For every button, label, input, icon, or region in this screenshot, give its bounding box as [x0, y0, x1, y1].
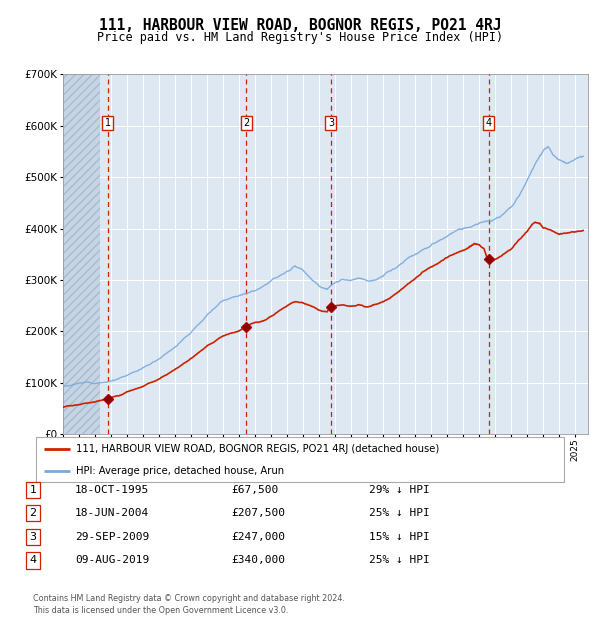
- Text: £340,000: £340,000: [231, 556, 285, 565]
- Text: 111, HARBOUR VIEW ROAD, BOGNOR REGIS, PO21 4RJ: 111, HARBOUR VIEW ROAD, BOGNOR REGIS, PO…: [99, 18, 501, 33]
- Text: 1: 1: [104, 118, 111, 128]
- Text: £247,000: £247,000: [231, 532, 285, 542]
- Text: 4: 4: [29, 556, 37, 565]
- Text: 18-OCT-1995: 18-OCT-1995: [75, 485, 149, 495]
- FancyBboxPatch shape: [36, 437, 564, 482]
- Text: 09-AUG-2019: 09-AUG-2019: [75, 556, 149, 565]
- Text: 15% ↓ HPI: 15% ↓ HPI: [369, 532, 430, 542]
- Text: HPI: Average price, detached house, Arun: HPI: Average price, detached house, Arun: [76, 466, 284, 476]
- Text: £67,500: £67,500: [231, 485, 278, 495]
- Text: 25% ↓ HPI: 25% ↓ HPI: [369, 508, 430, 518]
- Text: 29-SEP-2009: 29-SEP-2009: [75, 532, 149, 542]
- Text: 4: 4: [485, 118, 492, 128]
- Text: 25% ↓ HPI: 25% ↓ HPI: [369, 556, 430, 565]
- Text: 18-JUN-2004: 18-JUN-2004: [75, 508, 149, 518]
- Text: 29% ↓ HPI: 29% ↓ HPI: [369, 485, 430, 495]
- Text: 3: 3: [328, 118, 334, 128]
- Text: 111, HARBOUR VIEW ROAD, BOGNOR REGIS, PO21 4RJ (detached house): 111, HARBOUR VIEW ROAD, BOGNOR REGIS, PO…: [76, 444, 439, 454]
- Text: 2: 2: [244, 118, 250, 128]
- Text: Contains HM Land Registry data © Crown copyright and database right 2024.
This d: Contains HM Land Registry data © Crown c…: [33, 594, 345, 615]
- Text: 3: 3: [29, 532, 37, 542]
- Text: 2: 2: [29, 508, 37, 518]
- Text: 1: 1: [29, 485, 37, 495]
- Text: Price paid vs. HM Land Registry's House Price Index (HPI): Price paid vs. HM Land Registry's House …: [97, 31, 503, 44]
- Bar: [63, 74, 100, 434]
- Text: £207,500: £207,500: [231, 508, 285, 518]
